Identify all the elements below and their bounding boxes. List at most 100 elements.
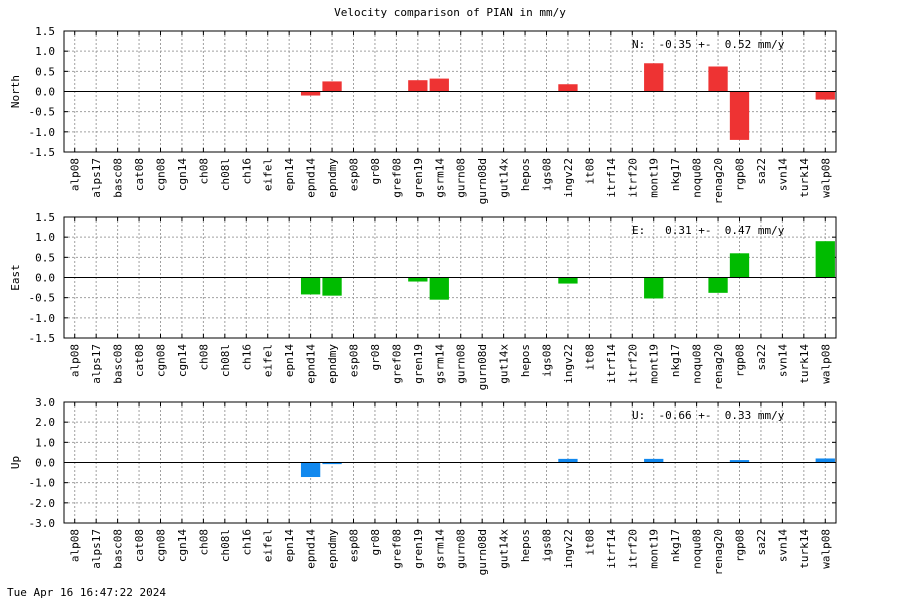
bar-ingv22 — [558, 458, 578, 463]
y-tick-label: 0.5 — [35, 251, 55, 264]
x-tick-label: epn14 — [283, 158, 296, 191]
x-tick-label: gref08 — [390, 158, 403, 198]
x-tick-label: gut14x — [498, 344, 511, 384]
y-tick-label: 1.5 — [35, 211, 55, 224]
x-tick-label: it08 — [583, 158, 596, 185]
x-tick-label: esp08 — [348, 158, 361, 191]
y-axis-label: East — [9, 264, 22, 291]
x-tick-label: basc08 — [112, 158, 125, 198]
x-tick-label: mont19 — [648, 529, 661, 569]
x-tick-label: hepos — [519, 158, 532, 191]
x-tick-label: itrf14 — [605, 344, 618, 384]
x-tick-label: noqu08 — [691, 344, 704, 384]
x-tick-label: turk14 — [798, 529, 811, 569]
x-tick-label: esp08 — [348, 529, 361, 562]
plot-frame — [63, 30, 837, 153]
x-tick-label: gsrm14 — [433, 529, 446, 569]
y-tick-label: 0.0 — [35, 272, 55, 285]
x-tick-label: epnd14 — [305, 344, 318, 384]
x-tick-label: svn14 — [776, 158, 789, 191]
x-tick-label: epnd14 — [305, 529, 318, 569]
bar-renag20 — [708, 66, 728, 92]
x-tick-label: cat08 — [133, 529, 146, 562]
y-tick-label: 1.0 — [35, 45, 55, 58]
x-tick-label: itrf20 — [626, 529, 639, 569]
x-tick-label: gut14x — [498, 529, 511, 569]
x-tick-label: turk14 — [798, 158, 811, 198]
x-tick-label: hepos — [519, 529, 532, 562]
bar-mont19 — [644, 63, 664, 92]
bar-mont19 — [644, 458, 664, 463]
x-tick-label: itrf20 — [626, 344, 639, 384]
y-axis-label: North — [9, 75, 22, 108]
x-tick-label: rgp08 — [734, 344, 747, 377]
x-tick-label: ch08 — [197, 344, 210, 371]
x-tick-label: walp08 — [819, 529, 832, 569]
x-tick-label: it08 — [583, 344, 596, 371]
y-tick-label: 0.0 — [35, 457, 55, 470]
x-tick-label: ch08 — [197, 158, 210, 185]
x-tick-label: gref08 — [390, 344, 403, 384]
x-tick-label: it08 — [583, 529, 596, 556]
x-tick-label: renag20 — [712, 344, 725, 390]
bar-gren19 — [408, 80, 428, 92]
x-tick-label: renag20 — [712, 158, 725, 204]
x-tick-label: cgn14 — [176, 529, 189, 562]
bar-rgp08 — [729, 460, 750, 463]
bar-epndmy — [322, 462, 342, 465]
x-tick-label: rgp08 — [734, 158, 747, 191]
x-tick-label: noqu08 — [691, 529, 704, 569]
x-tick-label: ch08l — [219, 158, 232, 191]
x-tick-label: ch16 — [240, 529, 253, 556]
x-tick-label: basc08 — [112, 344, 125, 384]
bar-gsrm14 — [429, 78, 449, 92]
x-tick-label: gurn08d — [476, 158, 489, 204]
y-tick-label: 0.0 — [35, 86, 55, 99]
x-tick-label: nkg17 — [669, 344, 682, 377]
x-tick-label: svn14 — [776, 344, 789, 377]
x-tick-label: itrf20 — [626, 158, 639, 198]
bar-ingv22 — [558, 84, 578, 92]
x-tick-label: ch16 — [240, 344, 253, 371]
bar-walp08 — [815, 91, 835, 100]
x-tick-label: itrf14 — [605, 158, 618, 198]
bar-walp08 — [815, 241, 835, 278]
x-tick-label: ingv22 — [562, 158, 575, 198]
x-tick-label: cgn08 — [155, 158, 168, 191]
x-tick-label: alp08 — [69, 158, 82, 191]
y-tick-label: -1.0 — [29, 312, 56, 325]
y-tick-label: 3.0 — [35, 396, 55, 409]
y-tick-label: -1.5 — [29, 146, 56, 159]
x-tick-label: ch08l — [219, 344, 232, 377]
stats-annotation: N: -0.35 +- 0.52 mm/y — [632, 38, 785, 51]
y-tick-label: -1.0 — [29, 477, 56, 490]
x-tick-label: cat08 — [133, 344, 146, 377]
x-tick-label: walp08 — [819, 158, 832, 198]
x-tick-label: epn14 — [283, 529, 296, 562]
x-tick-label: gurn08d — [476, 344, 489, 390]
bar-rgp08 — [729, 91, 750, 140]
x-tick-label: cgn14 — [176, 344, 189, 377]
x-tick-label: nkg17 — [669, 529, 682, 562]
x-tick-label: ingv22 — [562, 344, 575, 384]
x-tick-label: cgn08 — [155, 529, 168, 562]
x-tick-label: alp08 — [69, 529, 82, 562]
x-tick-label: gurn08 — [455, 158, 468, 198]
x-tick-label: eifel — [262, 158, 275, 191]
x-tick-label: sa22 — [755, 529, 768, 556]
x-tick-label: gr08 — [369, 344, 382, 371]
bar-epndmy — [322, 277, 342, 296]
x-tick-label: cat08 — [133, 158, 146, 191]
x-tick-label: ingv22 — [562, 529, 575, 569]
x-tick-label: gurn08 — [455, 344, 468, 384]
x-tick-label: nkg17 — [669, 158, 682, 191]
timestamp: Tue Apr 16 16:47:22 2024 — [7, 586, 166, 599]
x-tick-label: sa22 — [755, 344, 768, 371]
y-tick-label: -0.5 — [29, 292, 56, 305]
x-tick-label: hepos — [519, 344, 532, 377]
x-tick-label: igs08 — [541, 529, 554, 562]
x-tick-label: gr08 — [369, 158, 382, 185]
x-tick-label: igs08 — [541, 344, 554, 377]
bar-epnd14 — [300, 462, 321, 478]
bar-walp08 — [815, 458, 835, 463]
